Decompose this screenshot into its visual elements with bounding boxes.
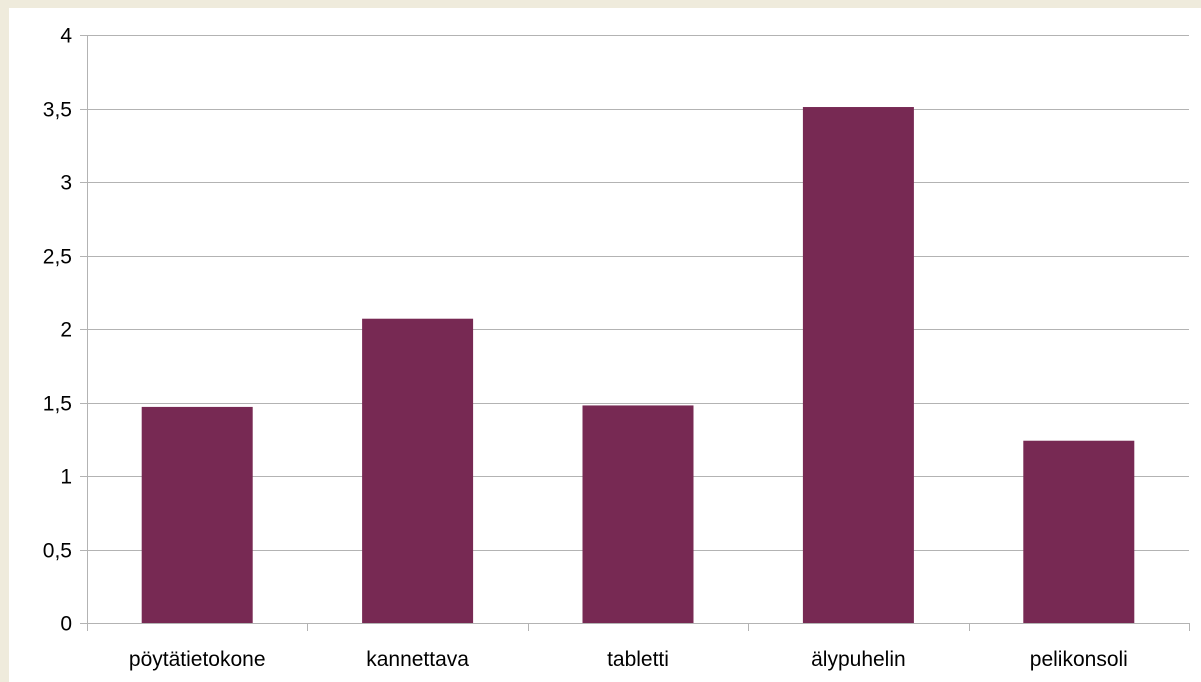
bar-3 xyxy=(582,405,694,623)
y-tick-label: 1,5 xyxy=(43,393,72,416)
bar-2 xyxy=(362,318,474,623)
y-tick-label: 2 xyxy=(60,319,72,342)
x-tick-label: pelikonsoli xyxy=(1030,648,1128,671)
bar-4 xyxy=(802,107,914,623)
bars xyxy=(141,107,1135,623)
y-tick-label: 2,5 xyxy=(43,246,72,269)
x-tick-label: kannettava xyxy=(366,648,469,671)
x-tick-label: tabletti xyxy=(607,648,669,671)
y-tick-label: 3,5 xyxy=(43,99,72,122)
y-tick-label: 3 xyxy=(60,172,72,195)
x-tick-labels: pöytätietokone kannettava tabletti älypuhel… xyxy=(129,648,1128,671)
bar-1 xyxy=(141,406,253,623)
y-tick-labels: 0 0,5 1 1,5 2 2,5 3 3,5 4 xyxy=(43,25,73,636)
x-tick-label: pöytätietokone xyxy=(129,648,266,671)
y-tick-label: 1 xyxy=(60,466,72,489)
y-tick-label: 4 xyxy=(60,25,72,48)
y-tick-label: 0 xyxy=(60,613,72,636)
bar-5 xyxy=(1023,440,1135,623)
axes xyxy=(80,35,1190,631)
x-tick-label: älypuhelin xyxy=(811,648,906,671)
y-tick-label: 0,5 xyxy=(43,540,72,563)
